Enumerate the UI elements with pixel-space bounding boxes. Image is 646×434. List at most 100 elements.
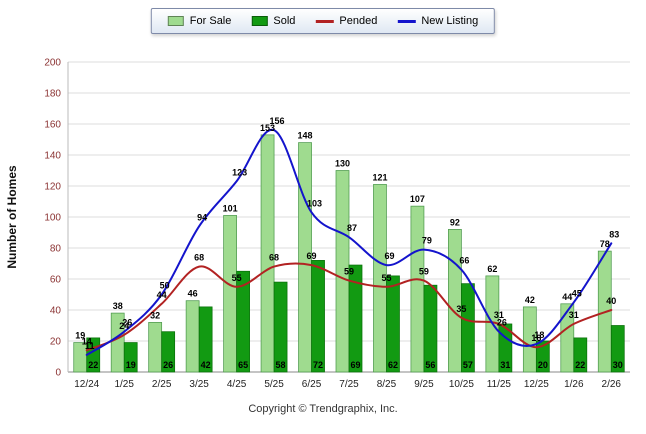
legend-label-new-listing: New Listing	[421, 15, 479, 27]
data-label-sold: 65	[238, 360, 248, 370]
x-tick-label: 1/25	[114, 379, 134, 390]
bar-sold	[273, 281, 288, 373]
x-tick-label: 8/25	[377, 379, 397, 390]
data-label-for-sale: 107	[410, 194, 425, 204]
x-tick-label: 5/25	[264, 379, 284, 390]
copyright-text: Copyright © Trendgraphix, Inc.	[248, 403, 398, 415]
data-label-new-listing: 103	[307, 198, 322, 208]
x-tick-label: 10/25	[449, 379, 474, 390]
legend: For Sale Sold Pended New Listing	[150, 8, 496, 34]
x-tick-label: 6/25	[302, 379, 322, 390]
y-tick-label: 200	[44, 58, 61, 69]
y-tick-label: 100	[44, 213, 61, 224]
data-label-for-sale: 44	[562, 292, 572, 302]
bar-for-sale	[185, 300, 200, 373]
bar-sold	[386, 275, 400, 373]
data-label-sold: 20	[538, 360, 548, 370]
y-tick-label: 20	[50, 337, 62, 348]
data-label-sold: 56	[425, 360, 435, 370]
x-tick-label: 1/26	[564, 379, 584, 390]
data-label-for-sale: 42	[525, 295, 535, 305]
legend-item-pended: Pended	[315, 15, 377, 27]
x-tick-label: 12/25	[524, 379, 549, 390]
data-label-pended: 40	[606, 296, 616, 306]
data-label-for-sale: 92	[450, 217, 460, 227]
data-label-for-sale: 148	[298, 131, 313, 141]
bar-sold	[123, 342, 138, 373]
data-label-new-listing: 66	[459, 256, 469, 266]
data-label-sold: 31	[500, 360, 510, 370]
data-label-new-listing: 123	[232, 167, 247, 177]
data-label-new-listing: 94	[197, 212, 207, 222]
x-tick-label: 2/26	[602, 379, 622, 390]
data-label-pended: 31	[494, 310, 504, 320]
data-label-new-listing: 11	[85, 341, 95, 351]
bar-for-sale	[148, 322, 163, 373]
data-label-pended: 24	[119, 321, 129, 331]
data-label-pended: 31	[569, 310, 579, 320]
bar-sold	[461, 283, 475, 373]
bar-for-sale	[410, 205, 425, 373]
legend-label-for-sale: For Sale	[189, 15, 232, 27]
data-label-new-listing: 156	[270, 116, 285, 126]
data-label-sold: 57	[463, 360, 473, 370]
pended-swatch-icon	[315, 19, 334, 23]
bar-for-sale	[223, 215, 237, 373]
y-tick-label: 80	[50, 244, 62, 255]
data-label-new-listing: 83	[609, 229, 619, 239]
data-label-sold: 42	[201, 360, 211, 370]
x-tick-label: 2/25	[152, 379, 172, 390]
y-tick-label: 40	[50, 306, 62, 317]
bar-sold	[161, 331, 176, 373]
bar-sold	[423, 284, 438, 373]
sold-swatch-icon	[251, 16, 268, 26]
bar-for-sale	[448, 229, 462, 373]
data-label-new-listing: 26	[497, 318, 507, 328]
data-label-new-listing: 45	[572, 288, 582, 298]
x-tick-label: 4/25	[227, 379, 247, 390]
bar-for-sale	[522, 306, 537, 373]
bar-sold	[198, 306, 213, 373]
data-label-for-sale: 121	[372, 172, 387, 182]
data-label-pended: 59	[419, 267, 429, 277]
y-tick-label: 0	[55, 368, 61, 379]
x-tick-label: 11/25	[487, 379, 512, 390]
data-label-sold: 19	[126, 360, 136, 370]
line-new-listing	[85, 129, 613, 356]
y-tick-label: 120	[44, 182, 61, 193]
data-label-sold: 30	[613, 360, 623, 370]
legend-label-sold: Sold	[273, 15, 296, 27]
data-label-sold: 22	[575, 360, 585, 370]
y-tick-label: 60	[50, 275, 62, 286]
legend-item-sold: Sold	[251, 15, 295, 27]
legend-label-pended: Pended	[339, 15, 378, 27]
data-label-for-sale: 32	[150, 310, 160, 320]
data-label-new-listing: 87	[347, 223, 357, 233]
bar-sold	[236, 270, 250, 373]
data-label-sold: 72	[313, 360, 323, 370]
data-label-new-listing: 79	[422, 236, 432, 246]
data-label-pended: 69	[307, 251, 317, 261]
y-tick-label: 160	[44, 120, 61, 131]
data-label-for-sale: 38	[113, 301, 123, 311]
data-label-sold: 62	[388, 360, 398, 370]
for-sale-swatch-icon	[167, 16, 184, 26]
data-label-new-listing: 18	[534, 330, 544, 340]
data-label-sold: 26	[163, 360, 173, 370]
data-label-new-listing: 50	[160, 281, 170, 291]
bar-sold	[573, 337, 588, 373]
data-label-for-sale: 62	[487, 264, 497, 274]
data-label-pended: 44	[157, 290, 167, 300]
x-tick-label: 7/25	[339, 379, 359, 390]
data-label-for-sale: 153	[260, 123, 275, 133]
bar-for-sale	[298, 142, 312, 373]
data-label-pended: 55	[232, 273, 242, 283]
data-label-for-sale: 130	[335, 159, 350, 169]
data-label-sold: 58	[276, 360, 286, 370]
new-listing-swatch-icon	[397, 19, 416, 23]
legend-item-for-sale: For Sale	[167, 15, 232, 27]
x-tick-label: 3/25	[189, 379, 209, 390]
y-axis-title: Number of Homes	[5, 165, 19, 269]
data-label-sold: 22	[88, 360, 98, 370]
